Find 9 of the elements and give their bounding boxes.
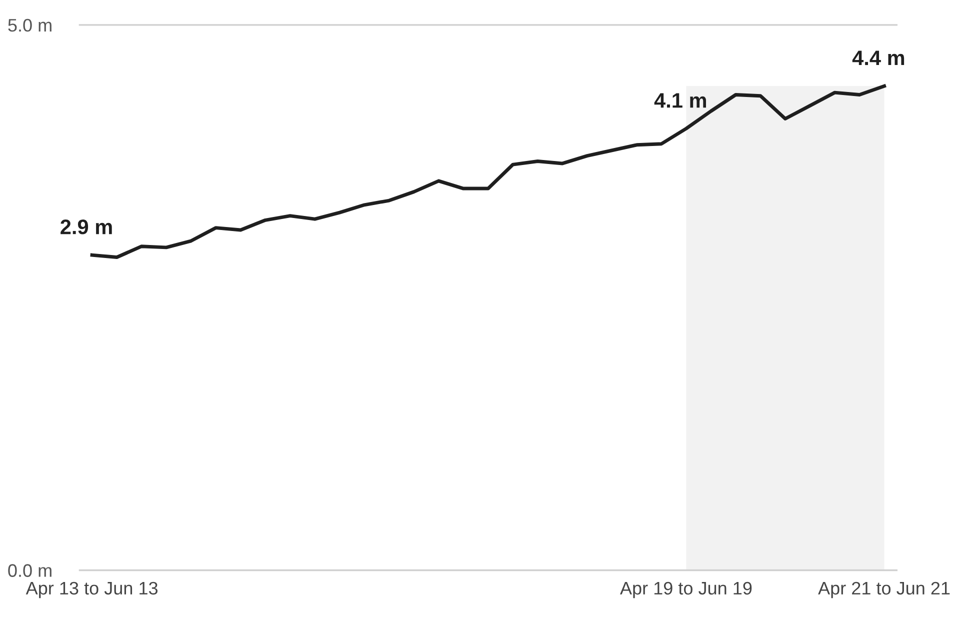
y-tick-label: 0.0 m xyxy=(8,564,52,577)
y-tick-label: 5.0 m xyxy=(8,18,52,32)
data-label: 4.1 m xyxy=(654,93,706,108)
x-tick-label: Apr 19 to Jun 19 xyxy=(620,582,752,598)
data-label: 4.4 m xyxy=(852,50,904,66)
line-series xyxy=(90,84,886,259)
data-label: 2.9 m xyxy=(60,220,112,234)
x-tick-label: Apr 21 to Jun 21 xyxy=(818,582,950,598)
x-tick-label: Apr 13 to Jun 13 xyxy=(26,582,158,598)
